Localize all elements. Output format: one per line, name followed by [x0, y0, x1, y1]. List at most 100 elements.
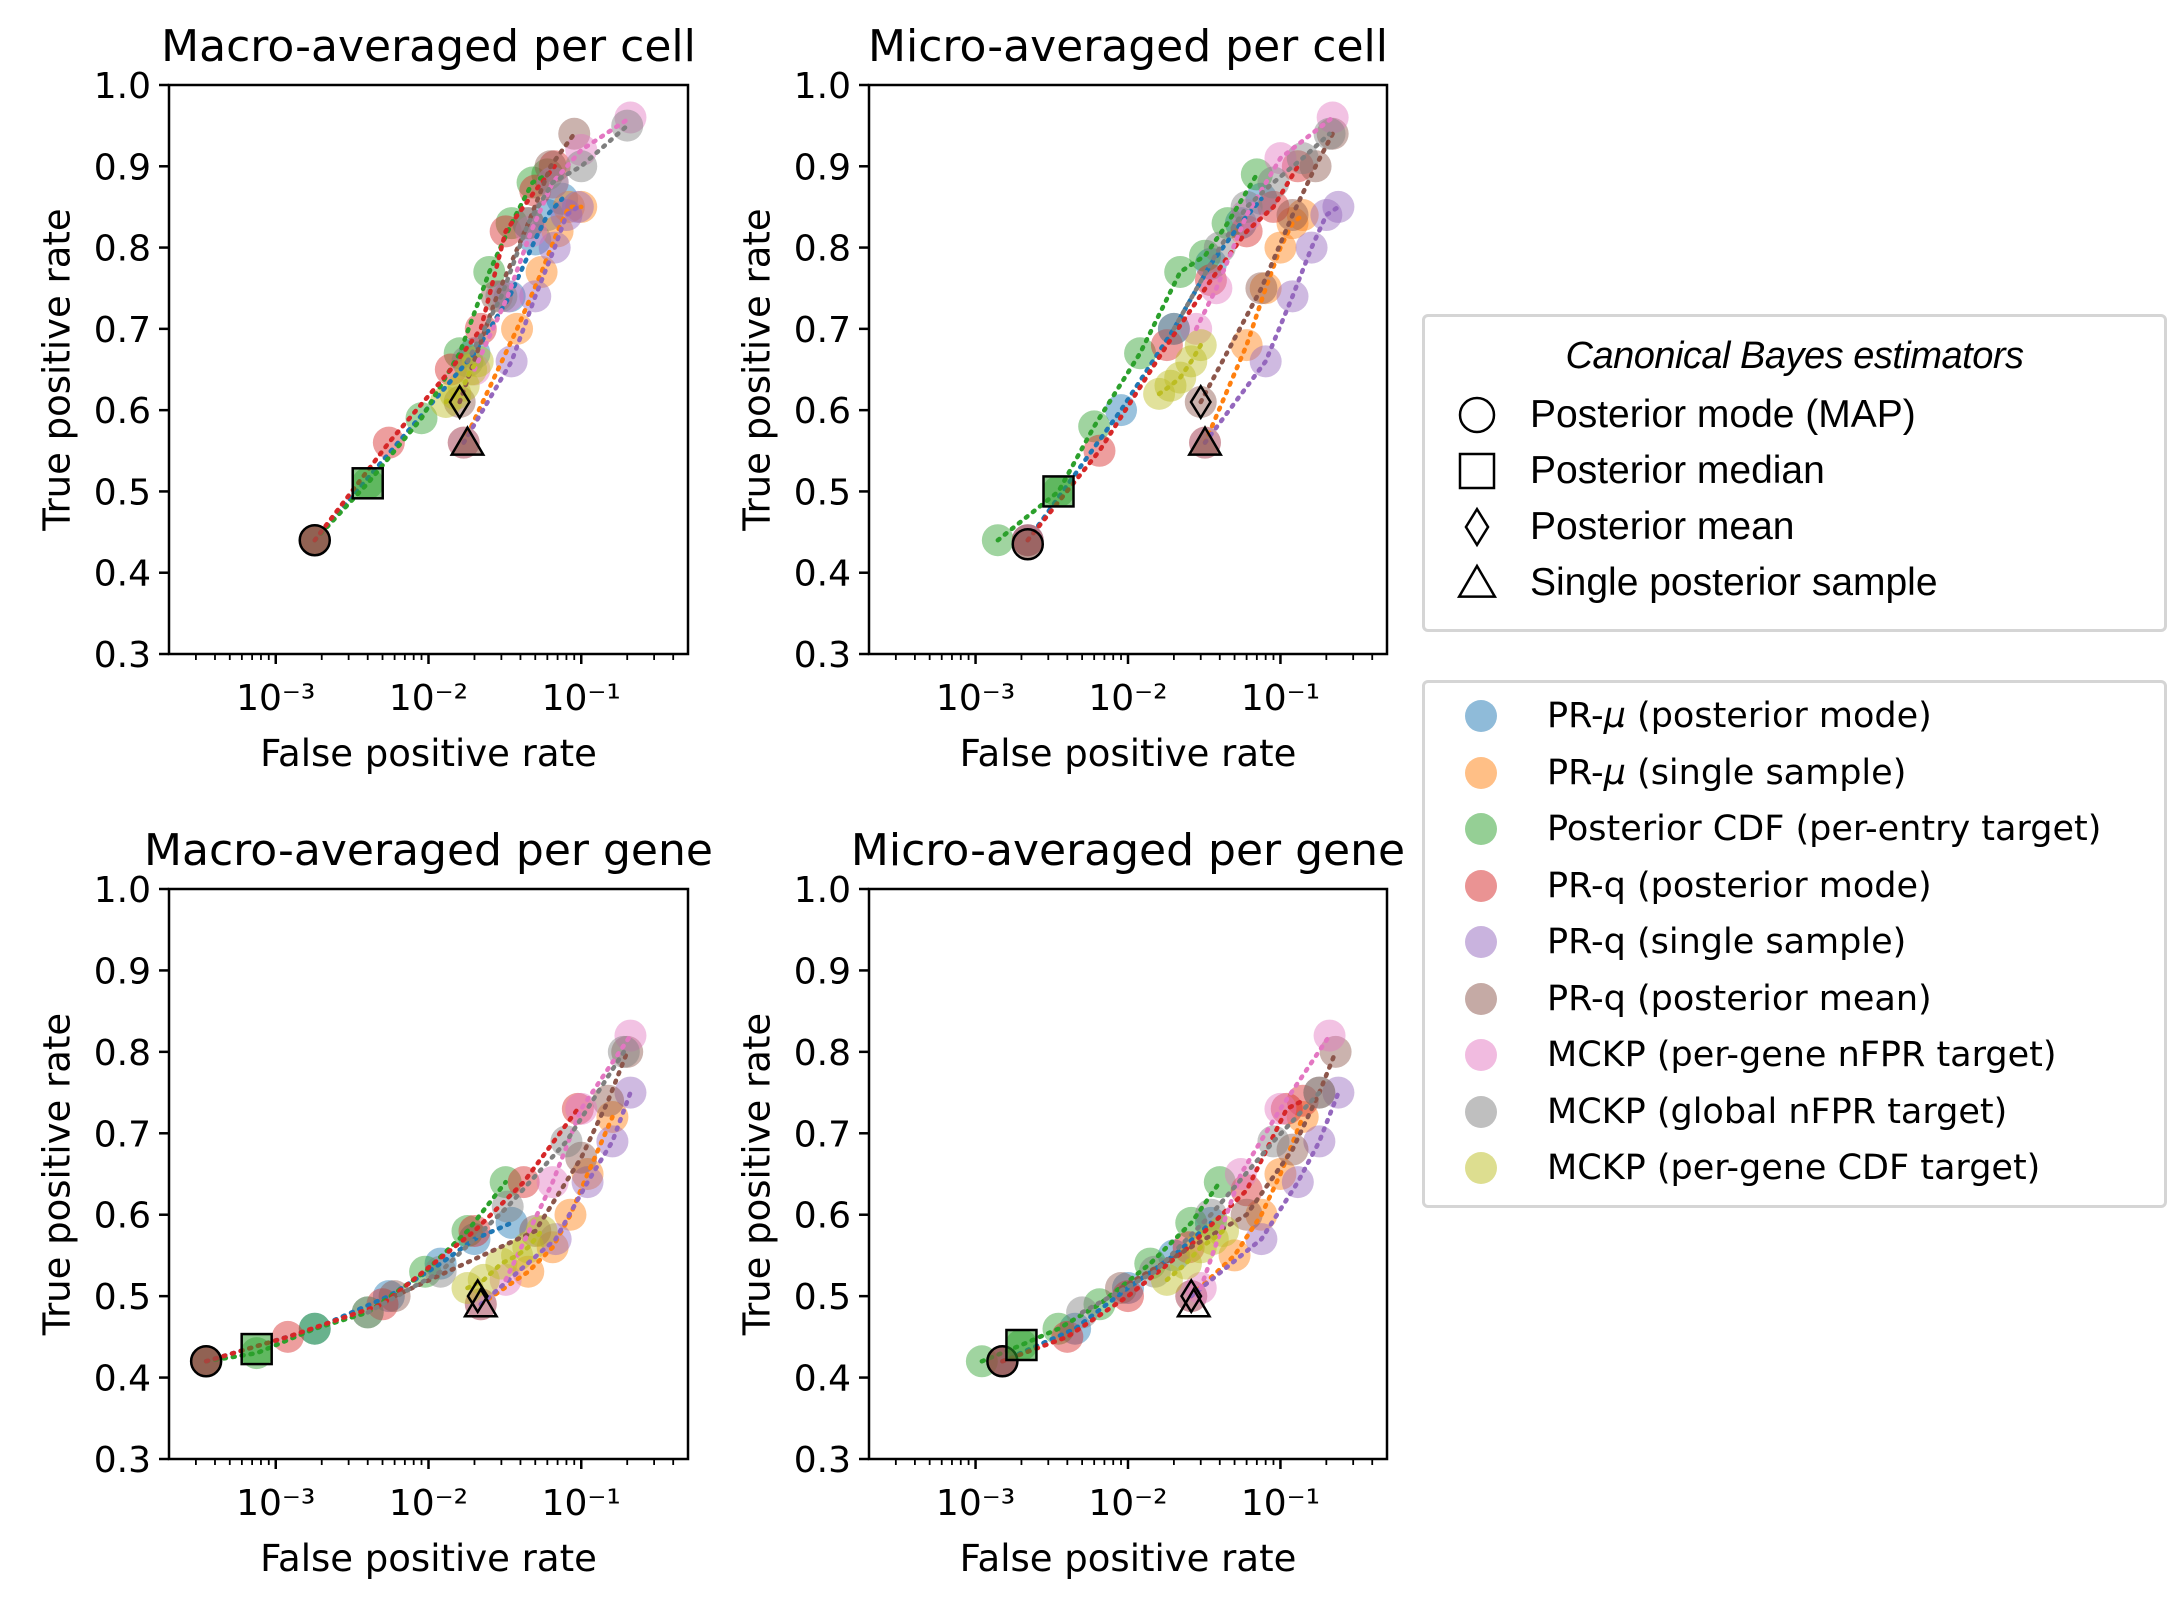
method-legend-item-PR-mu-mode: PR-μ (posterior mode) [1425, 691, 2164, 741]
chart-panel-2: Micro-averaged per cell 0.3 0.4 0.5 0.6 0.7 0.… [736, 21, 1389, 775]
data-point-PR-q-sample [1281, 1166, 1314, 1199]
x-tick-label: 10⁻¹ [1241, 1483, 1320, 1524]
estimator-marker-circle [1011, 528, 1045, 561]
series-line-PR-q-sample [478, 1090, 633, 1307]
label-prefix: PR- [1547, 696, 1604, 736]
y-tick-label: 0.5 [94, 1277, 151, 1318]
y-axis-label: True positive rate [736, 1013, 779, 1336]
data-point-posterior-cdf [1164, 255, 1197, 288]
method-legend-item-PR-q-mean: PR-q (posterior mean) [1425, 974, 2164, 1024]
x-tick-label: 10⁻² [389, 1483, 468, 1524]
label-symbol: μ [1603, 696, 1626, 736]
series-line-MCKP-global-nfpr [465, 123, 630, 364]
plot-area [965, 1019, 1355, 1378]
x-axis-label: False positive rate [960, 1537, 1297, 1580]
series-line-MCKP-global-nfpr [365, 1049, 627, 1315]
series-line-PR-mu-sample [461, 204, 584, 445]
estimator-marker-triangle [1175, 1286, 1212, 1318]
y-tick-label: 1.0 [794, 66, 851, 107]
series-line-PR-q-mode [203, 1106, 581, 1364]
series-line-MCKP-gene-nfpr [503, 1033, 633, 1283]
series-line-PR-q-mode [1025, 164, 1301, 543]
square-marker-shape [1458, 452, 1496, 490]
estimator-item-square: Posterior median [1425, 445, 2164, 497]
data-point-MCKP-global-nfpr [565, 150, 598, 183]
label-prefix: PR- [1547, 752, 1604, 793]
legend-swatch-PR-q-mode [1465, 869, 1497, 902]
y-tick-label: 0.9 [794, 951, 851, 992]
diamond-icon [1464, 506, 1490, 548]
estimator-marker-diamond [1180, 1278, 1203, 1315]
diamond-marker-shape [1464, 506, 1490, 548]
chart-title: Macro-averaged per cell [161, 21, 696, 72]
y-tick-label: 0.3 [94, 635, 151, 676]
data-point-PR-mu-mode [298, 1312, 331, 1345]
label-prefix: PR-q (single sample) [1547, 922, 1907, 962]
series-line-PR-mu-mode [1000, 1220, 1214, 1364]
plot-area [981, 101, 1355, 561]
series-line-PR-mu-mode [312, 196, 565, 543]
plot-area [298, 101, 647, 557]
x-tick-label: 10⁻¹ [1241, 678, 1320, 719]
method-legend-label: PR-μ (posterior mode) [1547, 696, 1932, 736]
y-tick-label: 0.5 [94, 472, 151, 513]
y-tick-label: 0.9 [94, 951, 151, 992]
method-legend-label: MCKP (per-gene nFPR target) [1547, 1035, 2057, 1075]
series-line-PR-q-sample [461, 204, 581, 445]
estimator-legend-title: Canonical Bayes estimators [1565, 335, 2025, 377]
series-line-PR-mu-sample [1202, 212, 1305, 445]
method-legend-item-PR-q-sample: PR-q (single sample) [1425, 917, 2164, 967]
y-tick-label: 0.8 [794, 1033, 851, 1074]
axes-frame [167, 887, 690, 1461]
series-line-PR-q-mean [1198, 131, 1335, 405]
circle-icon [1458, 396, 1496, 434]
series-line-MCKP-gene-cdf [1156, 342, 1203, 397]
estimator-marker-square [1005, 1328, 1038, 1362]
legend-swatch-MCKP-gene-nfpr [1465, 1039, 1497, 1071]
method-legend-label: MCKP (global nFPR target) [1547, 1092, 2007, 1132]
label-prefix: PR-q (posterior mean) [1547, 978, 1932, 1019]
y-tick-label: 0.8 [794, 229, 851, 270]
label-prefix: Posterior CDF (per-entry target) [1547, 809, 2102, 849]
method-legend-item-PR-mu-sample: PR-μ (single sample) [1425, 748, 2164, 798]
chart-title: Micro-averaged per cell [868, 21, 1388, 72]
label-suffix: (posterior mode) [1625, 696, 1932, 736]
legend-swatch-MCKP-global-nfpr [1465, 1095, 1497, 1128]
method-legend-item-MCKP-gene-nfpr: MCKP (per-gene nFPR target) [1425, 1030, 2164, 1080]
y-axis-label: True positive rate [36, 1013, 79, 1336]
x-tick-label: 10⁻³ [936, 1483, 1015, 1524]
method-legend-item-MCKP-global-nfpr: MCKP (global nFPR target) [1425, 1087, 2164, 1137]
y-tick-label: 0.9 [794, 147, 851, 188]
y-tick-label: 0.4 [794, 1359, 851, 1400]
axes-frame [167, 83, 690, 656]
method-legend-label: PR-q (posterior mean) [1547, 979, 1932, 1019]
method-legend-item-posterior-cdf: Posterior CDF (per-entry target) [1425, 804, 2164, 854]
estimator-marker-diamond [448, 383, 471, 421]
estimator-marker-circle [298, 523, 332, 557]
data-point-MCKP-gene-nfpr [614, 1019, 647, 1052]
y-tick-label: 0.3 [794, 1440, 851, 1481]
y-tick-label: 0.7 [94, 310, 151, 351]
y-tick-label: 0.8 [94, 1033, 151, 1074]
circle-marker-shape [1458, 396, 1496, 434]
plot-area [189, 1019, 647, 1378]
x-axis-label: False positive rate [260, 732, 597, 775]
method-legend-item-PR-q-mode: PR-q (posterior mode) [1425, 861, 2164, 911]
estimator-marker-diamond [466, 1278, 489, 1315]
chart-title: Micro-averaged per gene [851, 825, 1405, 876]
y-tick-label: 0.5 [794, 472, 851, 513]
y-tick-label: 0.6 [94, 391, 151, 432]
x-tick-label: 10⁻² [1088, 678, 1167, 719]
x-tick-label: 10⁻³ [236, 1483, 315, 1524]
data-point-PR-q-sample [1322, 1076, 1355, 1109]
series-line-MCKP-global-nfpr [1171, 131, 1332, 332]
label-prefix: PR-q (posterior mode) [1547, 865, 1932, 906]
estimator-item-triangle: Single posterior sample [1425, 557, 2164, 609]
data-point-posterior-cdf [298, 1312, 331, 1345]
legend-swatch-MCKP-gene-cdf [1465, 1152, 1497, 1184]
method-legend-label: MCKP (per-gene CDF target) [1547, 1148, 2040, 1188]
triangle-icon [1456, 563, 1498, 598]
label-prefix: MCKP (per-gene nFPR target) [1547, 1035, 2057, 1075]
x-tick-label: 10⁻¹ [542, 1483, 621, 1524]
series-line-PR-q-sample [1202, 204, 1341, 445]
